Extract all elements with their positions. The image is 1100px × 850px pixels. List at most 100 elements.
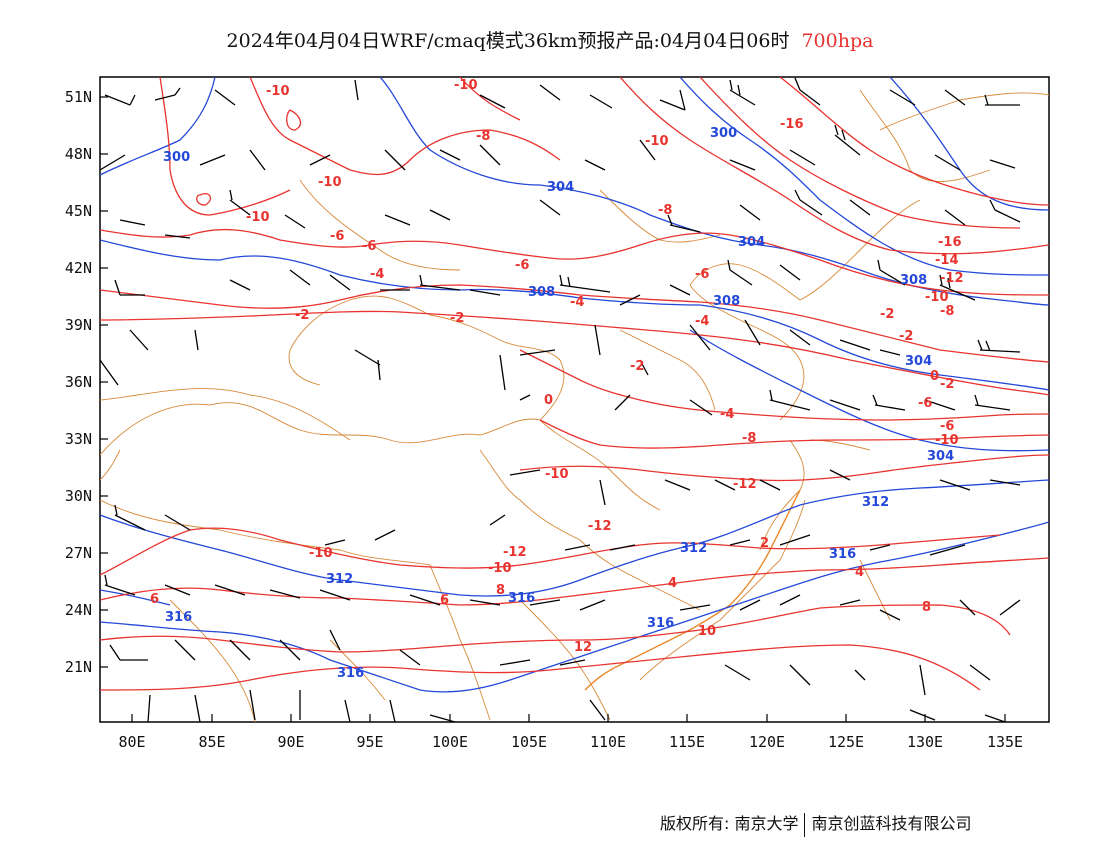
temp-label: -6 (330, 229, 344, 244)
temp-label: 6 (150, 592, 159, 607)
wind-barb-icon (559, 659, 586, 666)
height-label: 312 (862, 495, 889, 510)
wind-barb-icon (199, 154, 226, 166)
wind-barb-icon (164, 514, 191, 531)
lon-tick-label: 85E (198, 733, 225, 751)
wind-barb-icon (779, 594, 801, 606)
footer-divider (804, 812, 806, 837)
temp-label: -4 (695, 314, 709, 329)
wind-barb-icon (509, 469, 541, 476)
wind-barb-icon (419, 274, 461, 291)
wind-barb-icon (164, 234, 191, 239)
wind-barb-icon (319, 589, 351, 601)
map-title: 2024年04月04日WRF/cmaq模式36km预报产品:04月04日06时 7… (0, 26, 1100, 53)
wind-barb-icon (779, 534, 811, 546)
wind-barb-icon (877, 259, 906, 286)
wind-barb-icon (559, 274, 611, 293)
height-label: 304 (738, 235, 765, 250)
wind-barb-icon (354, 79, 359, 101)
temp-label: 0 (544, 393, 553, 408)
temp-label: 2 (760, 536, 769, 551)
wind-barb-icon (119, 219, 146, 226)
wind-barb-icon (409, 594, 441, 606)
wind-barb-icon (114, 504, 146, 531)
temp-label: -6 (918, 396, 932, 411)
lon-tick-label: 105E (511, 733, 547, 751)
temp-label: -10 (925, 290, 949, 305)
temp-label: -10 (266, 84, 290, 99)
wind-barb-icon (944, 89, 966, 106)
wind-barb-icon (584, 159, 606, 171)
wind-barb-icon (739, 204, 761, 221)
temp-label: 12 (574, 640, 592, 655)
wind-barb-icon (324, 539, 346, 546)
height-label: 316 (647, 616, 674, 631)
wind-barb-icon (479, 144, 501, 166)
height-labels: 300 308 304 304 300 308 308 304 304 312 … (163, 126, 954, 681)
temp-label: -8 (742, 431, 756, 446)
lon-tick-label: 95E (356, 733, 383, 751)
temp-label: 0 (930, 369, 939, 384)
wind-barb-icon (794, 77, 821, 106)
wind-barb-icon (249, 149, 266, 171)
temp-label: -10 (246, 210, 270, 225)
wind-barb-icon (729, 539, 751, 546)
wind-barb-icon (479, 94, 506, 109)
wind-barb-icon (104, 574, 136, 596)
wind-barb-icon (659, 89, 686, 111)
height-label: 300 (163, 150, 190, 165)
height-label: 308 (528, 285, 555, 300)
lat-tick-label: 48N (65, 145, 92, 163)
wind-barb-icon (100, 359, 119, 386)
height-label: 312 (680, 541, 707, 556)
wind-barb-icon (939, 274, 976, 301)
wind-barb-icon (999, 599, 1021, 616)
wind-barb-icon (849, 199, 871, 216)
wind-barb-icon (114, 279, 145, 296)
wind-barb-icon (214, 89, 236, 106)
wind-barb-icon (489, 514, 506, 526)
wind-barb-icon (399, 649, 421, 666)
temperature-labels: -10 -10 -10 -16 -10 -8 -10 -6 -6 -8 -6 -… (150, 78, 964, 655)
wind-barb-icon (714, 479, 736, 491)
title-text: 2024年04月04日WRF/cmaq模式36km预报产品:04月04日06时 (226, 30, 790, 52)
wind-barb-icon (974, 394, 1011, 411)
temp-label: 8 (922, 600, 931, 615)
wind-barb-icon (499, 354, 506, 391)
wind-barb-icon (229, 189, 251, 216)
lon-tick-label: 130E (907, 733, 943, 751)
wind-barb-icon (984, 714, 1006, 722)
temp-label: -12 (733, 477, 757, 492)
wind-barb-icon (164, 584, 191, 596)
height-label: 316 (337, 666, 364, 681)
temp-label: -4 (720, 407, 734, 422)
wind-barb-icon (229, 279, 251, 291)
temp-label: -2 (899, 329, 913, 344)
temp-label: -12 (588, 519, 612, 534)
height-label: 308 (900, 273, 927, 288)
wind-barb-icon (727, 259, 753, 286)
lon-tick-label: 80E (118, 733, 145, 751)
temp-label: -2 (940, 377, 954, 392)
wind-barb-icon (344, 699, 351, 722)
wind-barb-icon (924, 399, 956, 411)
copyright-footer: 版权所有: 南京大学 南京创蓝科技有限公司 (660, 810, 972, 837)
wind-barb-icon (579, 599, 606, 611)
temp-label: -2 (630, 359, 644, 374)
temp-label: -8 (476, 129, 490, 144)
wind-barb-icon (194, 694, 201, 722)
wind-barb-icon (289, 269, 311, 286)
longitude-axis: 80E 85E 90E 95E 100E 105E 110E 115E 120E… (118, 733, 1023, 751)
wind-barb-icon (329, 629, 341, 651)
wind-barb-icon (869, 544, 891, 551)
wind-barb-icon (939, 479, 971, 491)
wind-barb-icon (539, 199, 561, 216)
wind-barb-icon (829, 469, 851, 481)
wind-barb-icon (689, 399, 713, 416)
wind-barb-icon (309, 154, 331, 166)
wind-barb-icon (129, 329, 149, 351)
pressure-level-label: 700hpa (801, 30, 874, 52)
lat-tick-label: 30N (65, 487, 92, 505)
temp-label: -2 (880, 307, 894, 322)
height-label: 300 (710, 126, 737, 141)
